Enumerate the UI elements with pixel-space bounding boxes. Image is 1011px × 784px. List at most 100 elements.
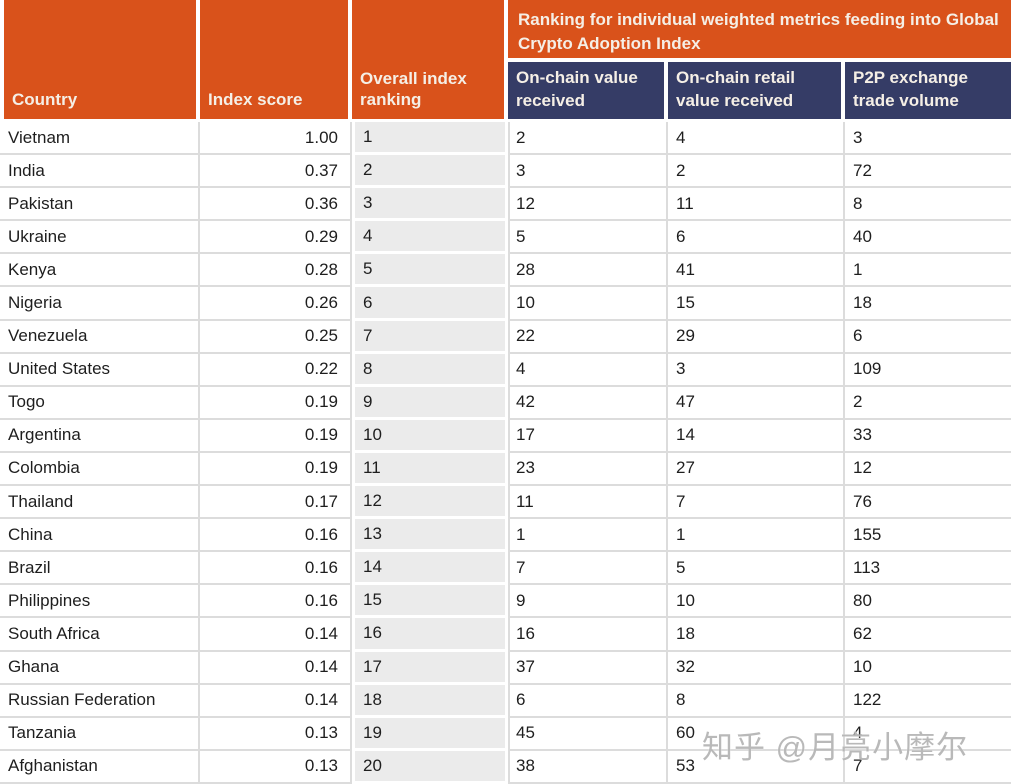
cell-on-chain-retail: 4 [668, 122, 845, 156]
cell-index-score: 0.25 [200, 320, 352, 354]
cell-index-score: 0.16 [200, 585, 352, 619]
cell-index-score: 0.16 [200, 519, 352, 553]
cell-on-chain-retail: 14 [668, 419, 845, 453]
cell-overall-ranking: 5 [352, 254, 508, 288]
cell-on-chain-value: 23 [508, 452, 668, 487]
cell-country: Kenya [0, 254, 200, 288]
cell-country: United States [0, 353, 200, 387]
cell-on-chain-value: 16 [508, 618, 668, 652]
cell-on-chain-value: 7 [508, 552, 668, 586]
cell-on-chain-value: 45 [508, 717, 668, 751]
cell-index-score: 0.28 [200, 254, 352, 288]
cell-on-chain-value: 4 [508, 353, 668, 387]
cell-on-chain-value: 11 [508, 486, 668, 520]
column-header-index-score: Index score [200, 0, 352, 122]
column-header-overall-ranking: Overall index ranking [352, 0, 508, 122]
cell-country: Ghana [0, 651, 200, 685]
cell-on-chain-retail: 18 [668, 618, 845, 652]
cell-on-chain-retail: 60 [668, 717, 845, 751]
cell-overall-ranking: 18 [352, 684, 508, 718]
cell-country: Venezuela [0, 320, 200, 354]
cell-overall-ranking: 1 [352, 122, 508, 156]
cell-p2p-volume: 40 [845, 221, 1011, 255]
cell-index-score: 0.17 [200, 486, 352, 520]
cell-overall-ranking: 4 [352, 221, 508, 255]
cell-p2p-volume: 113 [845, 552, 1011, 586]
cell-on-chain-value: 9 [508, 585, 668, 619]
cell-on-chain-retail: 11 [668, 188, 845, 222]
cell-p2p-volume: 12 [845, 452, 1011, 487]
cell-overall-ranking: 17 [352, 651, 508, 685]
cell-country: China [0, 519, 200, 553]
cell-p2p-volume: 62 [845, 618, 1011, 652]
cell-on-chain-retail: 1 [668, 519, 845, 553]
cell-index-score: 0.13 [200, 750, 352, 784]
cell-overall-ranking: 6 [352, 287, 508, 321]
cell-country: Argentina [0, 419, 200, 453]
cell-p2p-volume: 76 [845, 486, 1011, 520]
column-header-on-chain-value: On-chain value received [508, 62, 668, 122]
cell-p2p-volume: 18 [845, 287, 1011, 321]
cell-on-chain-value: 17 [508, 419, 668, 453]
cell-p2p-volume: 3 [845, 122, 1011, 156]
cell-p2p-volume: 2 [845, 386, 1011, 420]
cell-p2p-volume: 72 [845, 155, 1011, 189]
cell-country: Togo [0, 386, 200, 420]
cell-index-score: 0.19 [200, 419, 352, 453]
cell-overall-ranking: 14 [352, 552, 508, 586]
cell-p2p-volume: 109 [845, 353, 1011, 387]
cell-index-score: 1.00 [200, 122, 352, 156]
cell-on-chain-retail: 8 [668, 684, 845, 718]
cell-p2p-volume: 155 [845, 519, 1011, 553]
cell-p2p-volume: 7 [845, 750, 1011, 784]
cell-overall-ranking: 2 [352, 155, 508, 189]
cell-country: Afghanistan [0, 750, 200, 784]
cell-on-chain-retail: 6 [668, 221, 845, 255]
column-header-on-chain-retail: On-chain retail value received [668, 62, 845, 122]
cell-overall-ranking: 9 [352, 386, 508, 420]
cell-overall-ranking: 16 [352, 618, 508, 652]
cell-p2p-volume: 33 [845, 419, 1011, 453]
cell-overall-ranking: 7 [352, 320, 508, 354]
cell-country: Colombia [0, 452, 200, 487]
cell-index-score: 0.14 [200, 618, 352, 652]
cell-p2p-volume: 6 [845, 320, 1011, 354]
cell-country: Philippines [0, 585, 200, 619]
cell-index-score: 0.16 [200, 552, 352, 586]
cell-overall-ranking: 12 [352, 486, 508, 520]
cell-overall-ranking: 15 [352, 585, 508, 619]
cell-country: Thailand [0, 486, 200, 520]
cell-on-chain-value: 10 [508, 287, 668, 321]
cell-overall-ranking: 10 [352, 419, 508, 453]
cell-overall-ranking: 3 [352, 188, 508, 222]
cell-country: Russian Federation [0, 684, 200, 718]
cell-country: Ukraine [0, 221, 200, 255]
cell-index-score: 0.29 [200, 221, 352, 255]
cell-on-chain-value: 37 [508, 651, 668, 685]
cell-p2p-volume: 4 [845, 717, 1011, 751]
cell-index-score: 0.37 [200, 155, 352, 189]
cell-p2p-volume: 8 [845, 188, 1011, 222]
cell-index-score: 0.19 [200, 386, 352, 420]
cell-on-chain-value: 12 [508, 188, 668, 222]
cell-on-chain-retail: 15 [668, 287, 845, 321]
cell-on-chain-retail: 3 [668, 353, 845, 387]
cell-on-chain-retail: 27 [668, 452, 845, 487]
cell-overall-ranking: 19 [352, 717, 508, 751]
cell-index-score: 0.14 [200, 684, 352, 718]
cell-on-chain-retail: 29 [668, 320, 845, 354]
cell-country: Vietnam [0, 122, 200, 156]
cell-on-chain-retail: 10 [668, 585, 845, 619]
cell-country: India [0, 155, 200, 189]
cell-p2p-volume: 80 [845, 585, 1011, 619]
cell-on-chain-value: 2 [508, 122, 668, 156]
metrics-group-header: Ranking for individual weighted metrics … [508, 0, 1011, 62]
cell-p2p-volume: 1 [845, 254, 1011, 288]
cell-index-score: 0.26 [200, 287, 352, 321]
cell-index-score: 0.19 [200, 452, 352, 487]
cell-on-chain-retail: 5 [668, 552, 845, 586]
cell-index-score: 0.14 [200, 651, 352, 685]
cell-country: Pakistan [0, 188, 200, 222]
cell-on-chain-retail: 2 [668, 155, 845, 189]
